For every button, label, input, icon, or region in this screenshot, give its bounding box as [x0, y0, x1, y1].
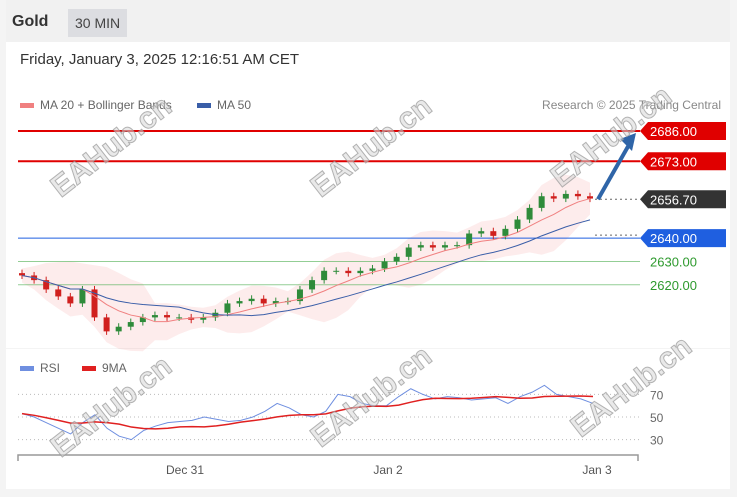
x-tick: Jan 3 — [582, 463, 612, 477]
candle — [405, 247, 412, 257]
level-label: 2620.00 — [650, 278, 697, 293]
candle — [454, 245, 461, 247]
candle — [490, 231, 497, 236]
candle — [514, 219, 521, 229]
level-label: 2630.00 — [650, 254, 697, 269]
candle — [19, 273, 25, 276]
candle — [526, 207, 533, 220]
candle — [248, 298, 255, 302]
legend-ma50-label: MA 50 — [217, 98, 252, 112]
timeframe-button[interactable]: 30 MIN — [68, 9, 128, 37]
candle — [369, 268, 376, 271]
candle — [574, 193, 581, 197]
candle — [441, 245, 448, 248]
candle — [466, 233, 473, 246]
rsi-tick: 70 — [650, 388, 664, 402]
legend-rsi: RSI — [20, 361, 60, 375]
rsi-tick: 50 — [650, 411, 664, 425]
rsi-ma-swatch — [82, 365, 96, 371]
candle — [417, 245, 424, 248]
rsi-line — [21, 384, 594, 441]
candle — [587, 196, 593, 199]
rsi-panel — [6, 349, 730, 489]
candle — [236, 301, 243, 304]
candle — [260, 298, 267, 304]
candle — [43, 280, 50, 290]
legend-ma20: MA 20 + Bollinger Bands — [20, 98, 172, 112]
candle — [309, 280, 316, 290]
candle — [357, 270, 364, 274]
rsi-tick: 30 — [650, 434, 664, 448]
ma50-line — [21, 219, 591, 317]
candle — [502, 228, 509, 236]
forecast-arrow — [596, 142, 632, 201]
candle — [393, 256, 400, 262]
candle — [321, 270, 328, 281]
level-badge — [640, 190, 726, 209]
candle — [55, 289, 62, 297]
candle — [478, 231, 485, 234]
level-badge — [640, 229, 726, 248]
candle — [296, 289, 303, 302]
level-label: 2686.00 — [650, 124, 697, 139]
candle — [115, 326, 122, 332]
rsi-swatch — [20, 365, 34, 371]
candle — [381, 261, 388, 269]
candle — [91, 289, 98, 318]
level-label: 2656.70 — [650, 192, 697, 207]
x-tick: Jan 2 — [373, 463, 403, 477]
legend-rsi-ma-label: 9MA — [102, 361, 127, 375]
rsi-ma-line — [21, 395, 594, 430]
legend-ma20-label: MA 20 + Bollinger Bands — [40, 98, 172, 112]
level-badge — [640, 122, 726, 140]
candle — [224, 303, 231, 313]
candle — [345, 270, 352, 274]
instrument-title: Gold — [12, 13, 49, 30]
candle — [272, 301, 279, 304]
ma20-swatch — [20, 102, 34, 108]
candle — [127, 322, 134, 327]
candle — [429, 245, 436, 248]
candle — [200, 317, 207, 320]
x-tick: Dec 31 — [166, 463, 204, 477]
legend-rsi-ma: 9MA — [82, 361, 127, 375]
candle — [79, 289, 86, 304]
forecast-arrowhead — [620, 133, 636, 151]
level-label: 2640.00 — [650, 231, 697, 246]
legend-rsi-label: RSI — [40, 361, 61, 375]
level-label: 2673.00 — [650, 154, 697, 169]
legend-ma50: MA 50 — [197, 98, 251, 112]
price-panel — [6, 42, 730, 348]
candle — [164, 315, 171, 318]
ma50-swatch — [197, 102, 211, 108]
candle — [550, 196, 557, 199]
candle — [139, 317, 146, 323]
level-badge — [640, 152, 726, 171]
ma20-line — [21, 198, 591, 323]
credit: Research © 2025 Trading Central — [542, 98, 721, 112]
candle — [562, 193, 569, 199]
bollinger-bands — [22, 174, 590, 352]
candle — [151, 315, 158, 318]
candle — [538, 196, 545, 208]
candle — [333, 270, 340, 272]
candle — [67, 296, 74, 304]
x-axis — [17, 454, 639, 461]
timestamp: Friday, January 3, 2025 12:16:51 AM CET — [20, 51, 300, 68]
candle — [103, 317, 110, 332]
candle — [176, 317, 183, 319]
